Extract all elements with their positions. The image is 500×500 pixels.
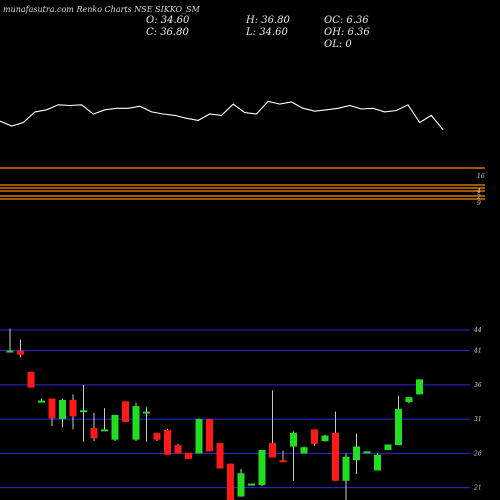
candle-body-12 bbox=[132, 406, 140, 440]
candle-body-8 bbox=[90, 428, 98, 439]
candle-body-28 bbox=[300, 447, 308, 454]
candle-body-5 bbox=[59, 399, 66, 420]
candle-body-38 bbox=[405, 397, 413, 402]
candle-body-23 bbox=[248, 483, 255, 486]
candle-body-25 bbox=[269, 443, 276, 458]
candle-body-9 bbox=[101, 429, 108, 432]
candle-body-36 bbox=[384, 444, 392, 450]
candle-body-1 bbox=[17, 350, 24, 355]
y-tick-3: 31 bbox=[474, 416, 482, 423]
candle-body-15 bbox=[164, 430, 171, 455]
band-mark-0: 4 bbox=[476, 188, 481, 195]
close-value: C: 36.80 bbox=[146, 27, 189, 38]
candle-body-13 bbox=[143, 411, 150, 414]
candle-body-26 bbox=[279, 460, 287, 463]
chart-header: munafasutra.com Renko Charts NSE SIKKO_S… bbox=[3, 5, 200, 14]
oh-value: OH: 6.36 bbox=[324, 27, 370, 38]
candle-body-29 bbox=[311, 429, 318, 444]
candle-body-34 bbox=[363, 451, 371, 454]
y-tick-2: 36 bbox=[474, 382, 482, 389]
candle-body-27 bbox=[290, 432, 297, 447]
candle-body-33 bbox=[353, 446, 360, 461]
candle-body-24 bbox=[258, 449, 266, 485]
candle-body-7 bbox=[80, 410, 87, 413]
candle-body-14 bbox=[153, 432, 161, 440]
candle-body-37 bbox=[395, 408, 402, 446]
candle-body-11 bbox=[122, 401, 129, 422]
candle-body-4 bbox=[48, 398, 56, 419]
candle-body-3 bbox=[38, 400, 45, 403]
candle-body-17 bbox=[185, 452, 192, 459]
candle-body-35 bbox=[374, 454, 381, 471]
y-tick-1: 41 bbox=[473, 348, 482, 355]
candle-body-18 bbox=[195, 419, 203, 454]
candle-body-32 bbox=[342, 456, 350, 481]
y-tick-5: 21 bbox=[473, 485, 482, 492]
candle-body-30 bbox=[321, 435, 329, 442]
candle-body-10 bbox=[111, 415, 119, 440]
candle-body-16 bbox=[174, 445, 182, 454]
candle-body-6 bbox=[69, 399, 77, 417]
band-mark-1: 2 bbox=[476, 194, 481, 201]
oc-value: OC: 6.36 bbox=[324, 15, 369, 26]
candle-body-21 bbox=[227, 463, 234, 500]
candle-body-19 bbox=[206, 419, 213, 452]
band-label: 16 bbox=[477, 173, 485, 180]
price-line-series bbox=[0, 100, 444, 130]
source-label: munafasutra.com bbox=[3, 5, 74, 14]
candle-body-22 bbox=[237, 473, 245, 497]
candle-body-2 bbox=[27, 371, 35, 388]
high-value: H: 36.80 bbox=[246, 15, 290, 26]
y-tick-0: 44 bbox=[473, 327, 482, 334]
band-mark-2: 9 bbox=[477, 200, 481, 207]
open-value: O: 34.60 bbox=[146, 15, 190, 26]
chart-title: Renko Charts NSE SIKKO_SM bbox=[76, 5, 200, 14]
candle-body-39 bbox=[416, 379, 423, 395]
y-tick-4: 26 bbox=[473, 450, 482, 457]
candle-body-0 bbox=[6, 350, 14, 353]
low-value: L: 34.60 bbox=[246, 27, 288, 38]
ol-value: OL: 0 bbox=[324, 39, 352, 50]
candle-body-20 bbox=[216, 443, 224, 469]
candle-body-31 bbox=[332, 432, 339, 481]
